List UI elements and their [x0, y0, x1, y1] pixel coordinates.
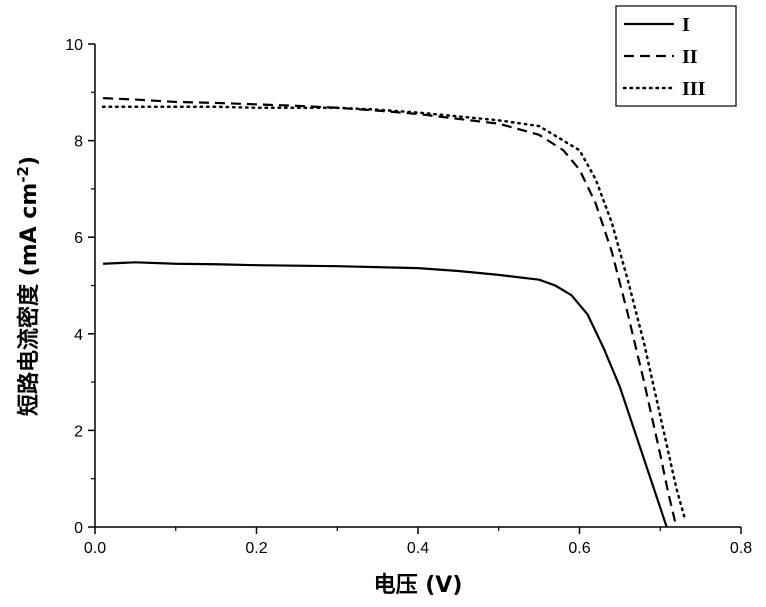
- y-tick-label: 0: [74, 520, 83, 537]
- x-axis-title: 电压 (V): [374, 573, 463, 598]
- x-tick-label: 0.4: [407, 540, 429, 557]
- series-line-iii: [103, 107, 684, 518]
- legend: IIIIII: [616, 6, 736, 106]
- y-tick-label: 2: [74, 423, 83, 440]
- legend-label-i: I: [682, 14, 690, 36]
- x-tick-label: 0.2: [245, 540, 267, 557]
- series-line-ii: [103, 98, 676, 527]
- x-tick-label: 0.6: [568, 540, 590, 557]
- y-axis-title-end: ): [17, 156, 42, 166]
- y-axis-title-superscript: -2: [14, 166, 32, 183]
- series-layer: [103, 98, 684, 527]
- y-tick-label: 8: [74, 134, 83, 151]
- series-line-i: [103, 262, 667, 527]
- y-tick-label: 10: [65, 37, 83, 54]
- x-tick-label: 0.8: [730, 540, 752, 557]
- legend-label-iii: III: [682, 78, 706, 100]
- ticks-layer: 0.0 0.2 0.4 0.6 0.8 0 2 4 6 8 10: [65, 37, 752, 557]
- legend-label-ii: II: [682, 46, 698, 68]
- y-axis-title: 短路电流密度 (mA cm-2): [14, 156, 42, 416]
- axes-layer: [95, 44, 741, 527]
- y-tick-label: 6: [74, 230, 83, 247]
- x-tick-label: 0.0: [84, 540, 106, 557]
- y-axis-title-main: 短路电流密度 (mA cm: [16, 183, 42, 416]
- y-tick-label: 4: [74, 327, 83, 344]
